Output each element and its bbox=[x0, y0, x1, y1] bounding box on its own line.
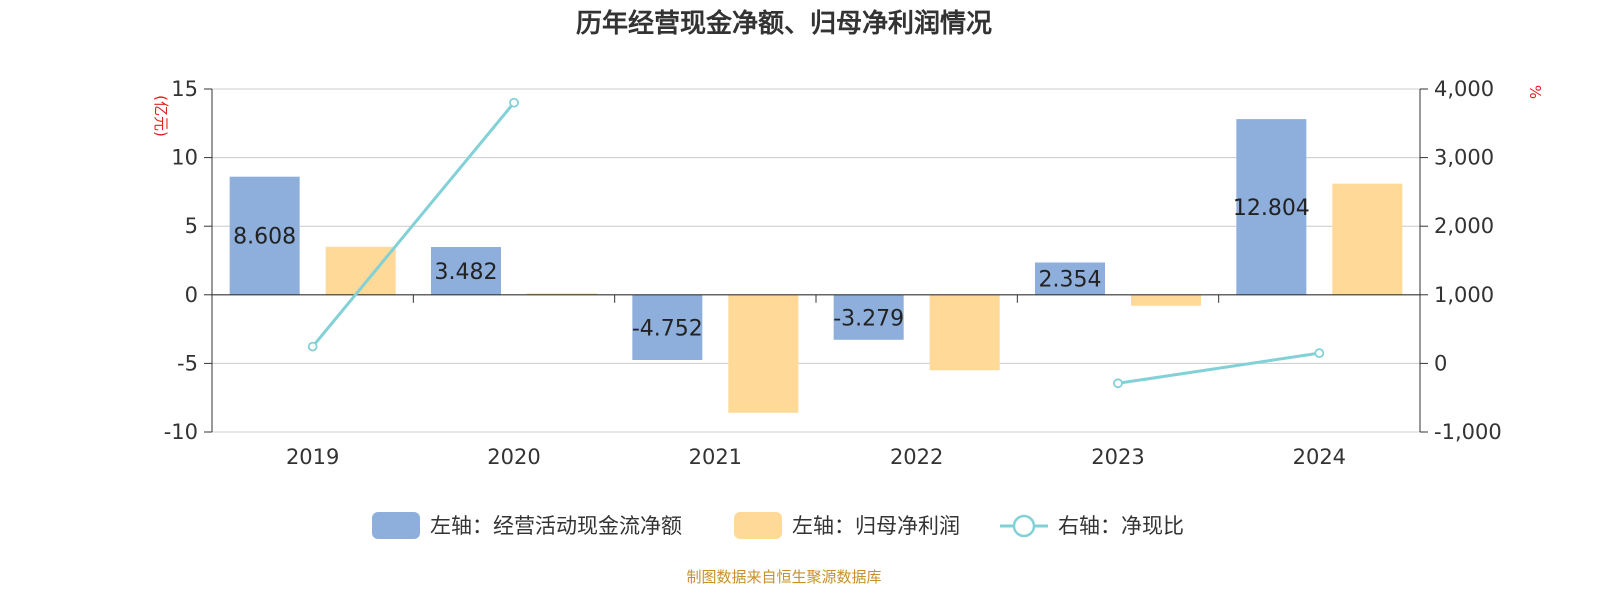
x-tick-label: 2024 bbox=[1293, 445, 1346, 469]
left-axis-unit: (亿元) bbox=[152, 95, 170, 137]
left-tick-label: -5 bbox=[177, 351, 198, 375]
ratio-line bbox=[307, 97, 1325, 389]
data-labels: 8.608 3.482 -4.752 -3.279 2.354 12.804 bbox=[233, 196, 1310, 341]
legend-label-profit: 左轴：归母净利润 bbox=[792, 514, 960, 538]
right-tick-label: 1,000 bbox=[1434, 283, 1494, 307]
right-tick-label: 0 bbox=[1434, 351, 1447, 375]
data-label: -3.279 bbox=[833, 306, 904, 331]
right-tick-label: 3,000 bbox=[1434, 146, 1494, 170]
axes bbox=[204, 88, 1428, 433]
chart-title: 历年经营现金净额、归母净利润情况 bbox=[576, 8, 992, 39]
x-tick-label: 2021 bbox=[689, 445, 742, 469]
legend-label-ratio: 右轴：净现比 bbox=[1058, 514, 1184, 538]
right-axis-unit: % bbox=[1526, 85, 1544, 99]
bar-profit bbox=[1131, 294, 1201, 306]
right-tick-label: 2,000 bbox=[1434, 214, 1494, 238]
legend-swatch-ratio-marker bbox=[1012, 514, 1036, 538]
x-tick-label: 2023 bbox=[1091, 445, 1144, 469]
bars bbox=[229, 119, 1403, 413]
left-tick-labels: 15 10 5 0 -5 -10 bbox=[164, 77, 198, 444]
bar-cashflow bbox=[833, 294, 904, 340]
legend-swatch-profit bbox=[734, 512, 782, 539]
bar-profit bbox=[929, 294, 1000, 371]
ratio-point bbox=[509, 97, 519, 108]
ratio-line-segment bbox=[1117, 351, 1320, 385]
bar-cashflow bbox=[229, 176, 300, 295]
ratio-point bbox=[1314, 348, 1325, 359]
left-tick-label: 5 bbox=[185, 214, 198, 238]
left-tick-label: 10 bbox=[171, 146, 198, 170]
right-tick-label: -1,000 bbox=[1434, 420, 1502, 444]
left-tick-label: -10 bbox=[164, 420, 198, 444]
bar-cashflow bbox=[431, 247, 501, 295]
bar-profit bbox=[1332, 183, 1403, 295]
x-tick-label: 2019 bbox=[286, 445, 339, 469]
data-label: 8.608 bbox=[233, 225, 296, 250]
bar-cashflow bbox=[1035, 262, 1105, 295]
x-tick-label: 2022 bbox=[890, 445, 943, 469]
bar-cashflow bbox=[1236, 119, 1307, 295]
bar-profit bbox=[728, 294, 799, 413]
x-tick-label: 2020 bbox=[487, 445, 540, 469]
left-tick-label: 15 bbox=[171, 77, 198, 101]
bar-profit bbox=[527, 293, 597, 295]
data-label: 2.354 bbox=[1039, 268, 1102, 293]
legend-swatch-cashflow bbox=[372, 512, 420, 539]
data-label: -4.752 bbox=[632, 316, 703, 341]
left-tick-label: 0 bbox=[185, 283, 198, 307]
ratio-line-segment bbox=[311, 101, 516, 348]
bar-cashflow bbox=[632, 294, 703, 360]
x-tick-labels: 2019 2020 2021 2022 2023 2024 bbox=[286, 445, 1346, 469]
legend: 左轴：经营活动现金流净额 左轴：归母净利润 右轴：净现比 bbox=[372, 512, 1184, 539]
right-tick-labels: 4,000 3,000 2,000 1,000 0 -1,000 bbox=[1434, 77, 1502, 444]
data-label: 3.482 bbox=[435, 260, 498, 285]
ratio-point bbox=[1113, 378, 1123, 389]
source-note: 制图数据来自恒生聚源数据库 bbox=[686, 568, 881, 586]
ratio-point bbox=[307, 341, 318, 352]
right-tick-label: 4,000 bbox=[1434, 77, 1494, 101]
legend-label-cashflow: 左轴：经营活动现金流净额 bbox=[430, 514, 682, 538]
data-label: 12.804 bbox=[1233, 196, 1310, 221]
